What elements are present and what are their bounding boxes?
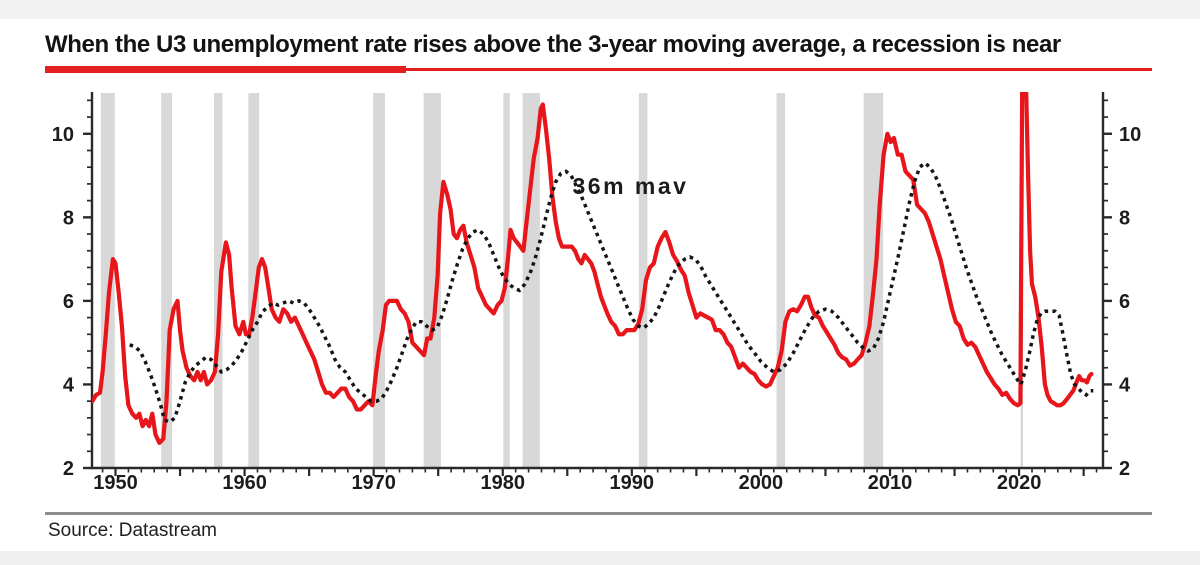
recession-band — [423, 93, 441, 468]
y-axis-label-right: 6 — [1119, 291, 1130, 313]
y-axis-label-right: 8 — [1119, 207, 1130, 229]
u3-unemployment-rate-line — [92, 92, 1094, 445]
source-text: Source: Datastream — [48, 520, 217, 541]
footer-divider — [45, 512, 1152, 515]
recession-band — [214, 93, 223, 468]
y-axis-label-left: 10 — [52, 124, 74, 146]
y-axis-label-right: 2 — [1119, 458, 1130, 480]
y-axis-label-left: 2 — [63, 458, 74, 480]
underline-thick-segment — [45, 66, 406, 73]
page-title: When the U3 unemployment rate rises abov… — [45, 31, 1061, 58]
recession-band — [248, 93, 260, 468]
top-strip — [0, 0, 1200, 19]
y-axis-label-left: 6 — [63, 291, 74, 313]
underline-thin-segment — [406, 67, 1152, 72]
y-axis-label-right: 4 — [1119, 374, 1131, 396]
recession-band — [100, 93, 115, 468]
recession-band — [776, 93, 786, 468]
title-underline — [45, 66, 1152, 73]
bottom-strip — [0, 551, 1200, 565]
y-axis-label-left: 8 — [63, 207, 74, 229]
x-axis-label: 2020 — [997, 472, 1042, 494]
y-axis-label-left: 4 — [63, 374, 75, 396]
moving-average-annotation: 36m mav — [573, 173, 689, 199]
x-axis-label: 1980 — [481, 472, 526, 494]
recession-band — [638, 93, 648, 468]
y-axis-label-right: 10 — [1119, 124, 1141, 146]
x-axis-label: 2010 — [868, 472, 913, 494]
x-axis-label: 1970 — [351, 472, 396, 494]
x-axis-label: 2000 — [739, 472, 784, 494]
recession-band — [373, 93, 385, 468]
recession-band — [522, 93, 540, 468]
x-axis-label: 1950 — [93, 472, 138, 494]
recession-band — [161, 93, 172, 468]
x-axis-label: 1990 — [610, 472, 655, 494]
x-axis-label: 1960 — [222, 472, 267, 494]
